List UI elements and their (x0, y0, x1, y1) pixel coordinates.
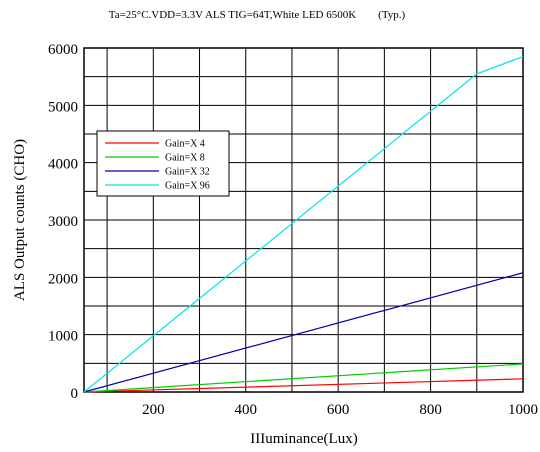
x-tick-label: 400 (234, 402, 257, 418)
series-line (83, 56, 524, 393)
x-tick-label: 200 (142, 402, 165, 418)
x-axis-label: IIIuminance(Lux) (250, 431, 357, 447)
y-axis-label: ALS Output counts (CHO) (12, 139, 28, 301)
legend-label: Gain=X 96 (165, 181, 210, 192)
y-tick-labels: 0 1000 2000 3000 4000 5000 6000 (48, 42, 78, 402)
y-tick-label: 2000 (48, 271, 78, 287)
legend-label: Gain=X 8 (165, 153, 205, 164)
y-tick-label: 0 (71, 386, 79, 402)
y-tick-label: 3000 (48, 214, 78, 230)
legend-label: Gain=X 32 (165, 167, 210, 178)
x-tick-label: 600 (327, 402, 350, 418)
legend: Gain=X 4 Gain=X 8 Gain=X 32 Gain=X 96 (96, 130, 230, 197)
y-tick-label: 6000 (48, 42, 78, 58)
y-tick-label: 1000 (48, 329, 78, 345)
series-line (83, 272, 524, 393)
series-line (83, 378, 524, 393)
legend-label: Gain=X 4 (165, 139, 205, 150)
x-tick-label: 1000 (508, 402, 538, 418)
y-tick-label: 4000 (48, 157, 78, 173)
plot-frame (83, 47, 524, 393)
chart-title: Ta=25°C.VDD=3.3V ALS TIG=64T,White LED 6… (109, 9, 406, 21)
x-tick-label: 800 (419, 402, 442, 418)
y-tick-label: 5000 (48, 99, 78, 115)
x-tick-labels: 200 400 600 800 1000 (142, 402, 538, 418)
series-layer (83, 56, 524, 393)
legend-box (96, 130, 230, 197)
grid (84, 48, 523, 392)
series-line (83, 363, 524, 393)
